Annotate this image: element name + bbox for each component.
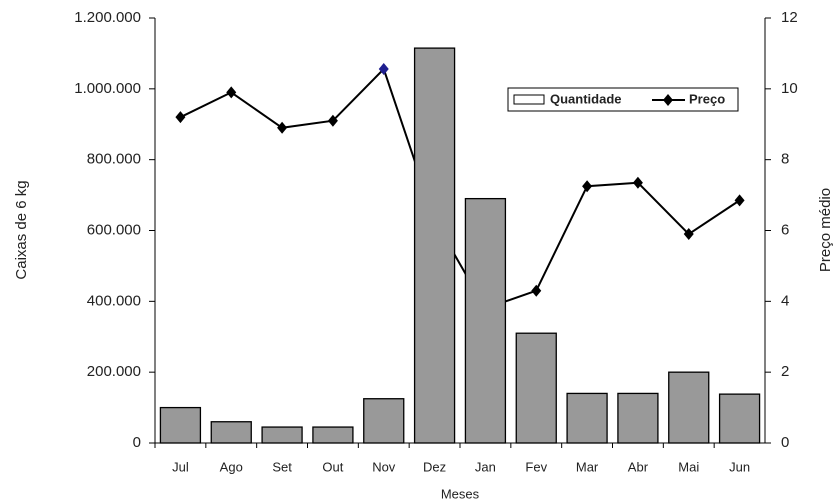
x-tick-label: Jun — [729, 459, 750, 474]
y-tick-label: 1.000.000 — [74, 80, 141, 97]
price-marker — [683, 228, 694, 241]
y-tick-label: 0 — [133, 434, 141, 451]
x-tick-label: Jul — [172, 459, 189, 474]
legend-marker — [663, 94, 673, 106]
bar — [718, 393, 761, 444]
bar — [617, 392, 659, 444]
x-tick-label: Ago — [220, 459, 243, 474]
y-tick-label: 200.000 — [87, 363, 141, 380]
bar — [668, 371, 710, 444]
bar — [159, 406, 202, 444]
bar — [464, 197, 507, 444]
y2-tick-label: 10 — [781, 80, 798, 97]
bar — [566, 392, 608, 444]
x-tick-label: Out — [322, 459, 343, 474]
legend-label: Quantidade — [550, 91, 622, 106]
y-tick-label: 800.000 — [87, 151, 141, 168]
price-marker — [582, 180, 593, 193]
x-tick-label: Fev — [525, 459, 547, 474]
price-marker — [632, 176, 643, 189]
x-tick-label: Set — [272, 459, 292, 474]
bar — [363, 398, 405, 444]
bar — [210, 421, 252, 444]
price-marker — [277, 121, 288, 134]
x-tick-label: Dez — [423, 459, 446, 474]
x-tick-label: Jan — [475, 459, 496, 474]
y2-tick-label: 2 — [781, 363, 789, 380]
y2-tick-label: 4 — [781, 292, 789, 309]
bar — [515, 332, 557, 444]
x-tick-label: Abr — [628, 459, 649, 474]
y-axis-label: Caixas de 6 kg — [13, 180, 30, 279]
y2-axis-label: Preço médio — [817, 188, 834, 272]
legend-box — [507, 87, 739, 112]
price-marker — [327, 114, 338, 127]
legend-label: Preço — [689, 91, 725, 106]
x-tick-label: Mai — [678, 459, 699, 474]
price-marker — [531, 284, 542, 297]
y-tick-label: 1.200.000 — [74, 9, 141, 26]
price-line — [179, 67, 741, 310]
bar — [413, 47, 456, 444]
x-tick-label: Mar — [576, 459, 599, 474]
price-marker — [226, 86, 237, 99]
y2-tick-label: 8 — [781, 151, 789, 168]
y2-tick-label: 0 — [781, 434, 789, 451]
legend-swatch — [513, 94, 545, 105]
x-axis-label: Meses — [441, 486, 480, 501]
bar — [261, 426, 303, 444]
y-tick-label: 400.000 — [87, 292, 141, 309]
price-marker — [175, 111, 186, 124]
y-tick-label: 600.000 — [87, 221, 141, 238]
price-marker — [378, 63, 389, 75]
y2-tick-label: 12 — [781, 9, 798, 26]
x-tick-label: Nov — [372, 459, 396, 474]
bar — [312, 426, 354, 444]
y2-tick-label: 6 — [781, 221, 789, 238]
price-marker — [734, 194, 745, 207]
